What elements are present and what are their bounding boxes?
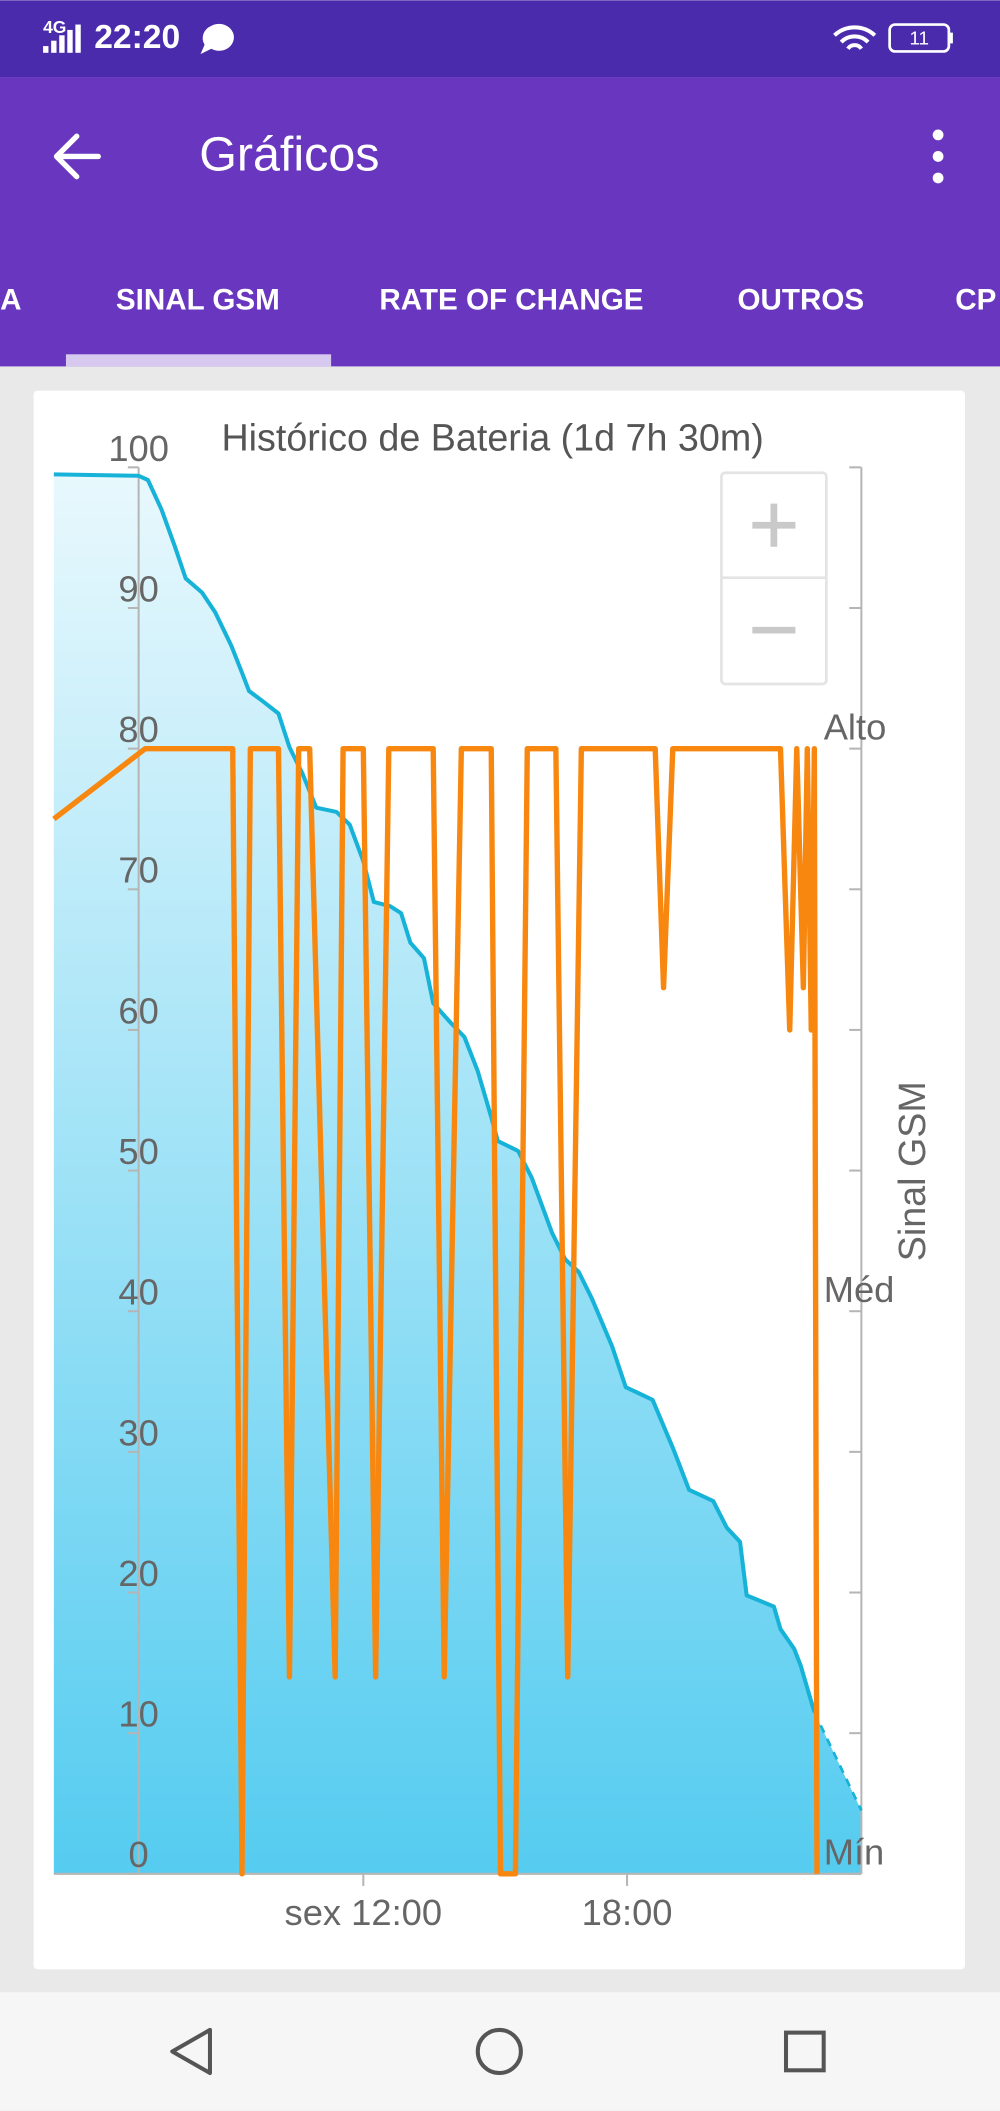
nav-recents[interactable] xyxy=(783,2030,826,2073)
battery-area xyxy=(53,474,862,1874)
chart-title: Histórico de Bateria (1d 7h 30m) xyxy=(221,416,763,458)
x-tick-label: sex 12:00 xyxy=(285,1892,443,1933)
nav-bar xyxy=(0,1992,1000,2111)
tab[interactable]: OUTROS xyxy=(738,284,865,317)
y2-axis-label: Sinal GSM xyxy=(891,1081,933,1261)
plot: Histórico de Bateria (1d 7h 30m)% Bateri… xyxy=(52,416,933,1933)
battery-tip xyxy=(948,32,953,44)
y-tick-label: 40 xyxy=(118,1272,158,1313)
y-tick-label: 80 xyxy=(118,709,158,750)
tab[interactable]: RATE OF CHANGE xyxy=(379,284,643,317)
tab-indicator xyxy=(65,354,332,367)
y-tick-label: 70 xyxy=(118,850,158,891)
y-tick-label: 50 xyxy=(118,1131,158,1172)
y-tick-label: 20 xyxy=(118,1553,158,1594)
nav-back[interactable] xyxy=(170,2027,212,2076)
app-bar xyxy=(0,77,1000,367)
y2-tick-label: Mín xyxy=(824,1832,885,1873)
overflow-menu[interactable] xyxy=(932,129,944,184)
signal-icon xyxy=(43,24,81,53)
network-type: 4G xyxy=(43,17,66,37)
back-button[interactable] xyxy=(53,133,101,180)
x-tick-label: 18:00 xyxy=(582,1892,673,1933)
y-tick-label: 60 xyxy=(118,990,158,1031)
zoom-in[interactable] xyxy=(752,503,796,547)
series-line xyxy=(52,745,820,1877)
y2-tick-label: Méd xyxy=(824,1269,895,1310)
zoom-controls xyxy=(720,471,828,686)
status-bar xyxy=(0,0,1000,78)
y-tick-label: 90 xyxy=(118,568,158,609)
y-tick-label: 30 xyxy=(118,1412,158,1453)
y-tick-label: 10 xyxy=(118,1694,158,1735)
battery-level: 11 xyxy=(909,27,929,48)
clock: 22:20 xyxy=(94,19,180,56)
projection-line xyxy=(813,1711,863,1812)
y-tick-label: 0 xyxy=(129,1834,149,1875)
series-line xyxy=(53,472,817,1713)
y2-tick-label: Alto xyxy=(824,706,887,747)
chat-icon xyxy=(200,23,234,55)
nav-home[interactable] xyxy=(475,2027,523,2076)
tab[interactable]: A xyxy=(0,284,21,317)
tab[interactable]: CP xyxy=(955,284,996,317)
wifi-icon xyxy=(833,25,877,51)
app-title: Gráficos xyxy=(199,128,379,182)
back-arrow[interactable] xyxy=(53,133,101,180)
tab[interactable]: SINAL GSM xyxy=(116,284,280,317)
y-tick-label: 100 xyxy=(108,428,169,469)
tab-bar: A SINAL GSM RATE OF CHANGE OUTROS CP xyxy=(0,284,996,317)
